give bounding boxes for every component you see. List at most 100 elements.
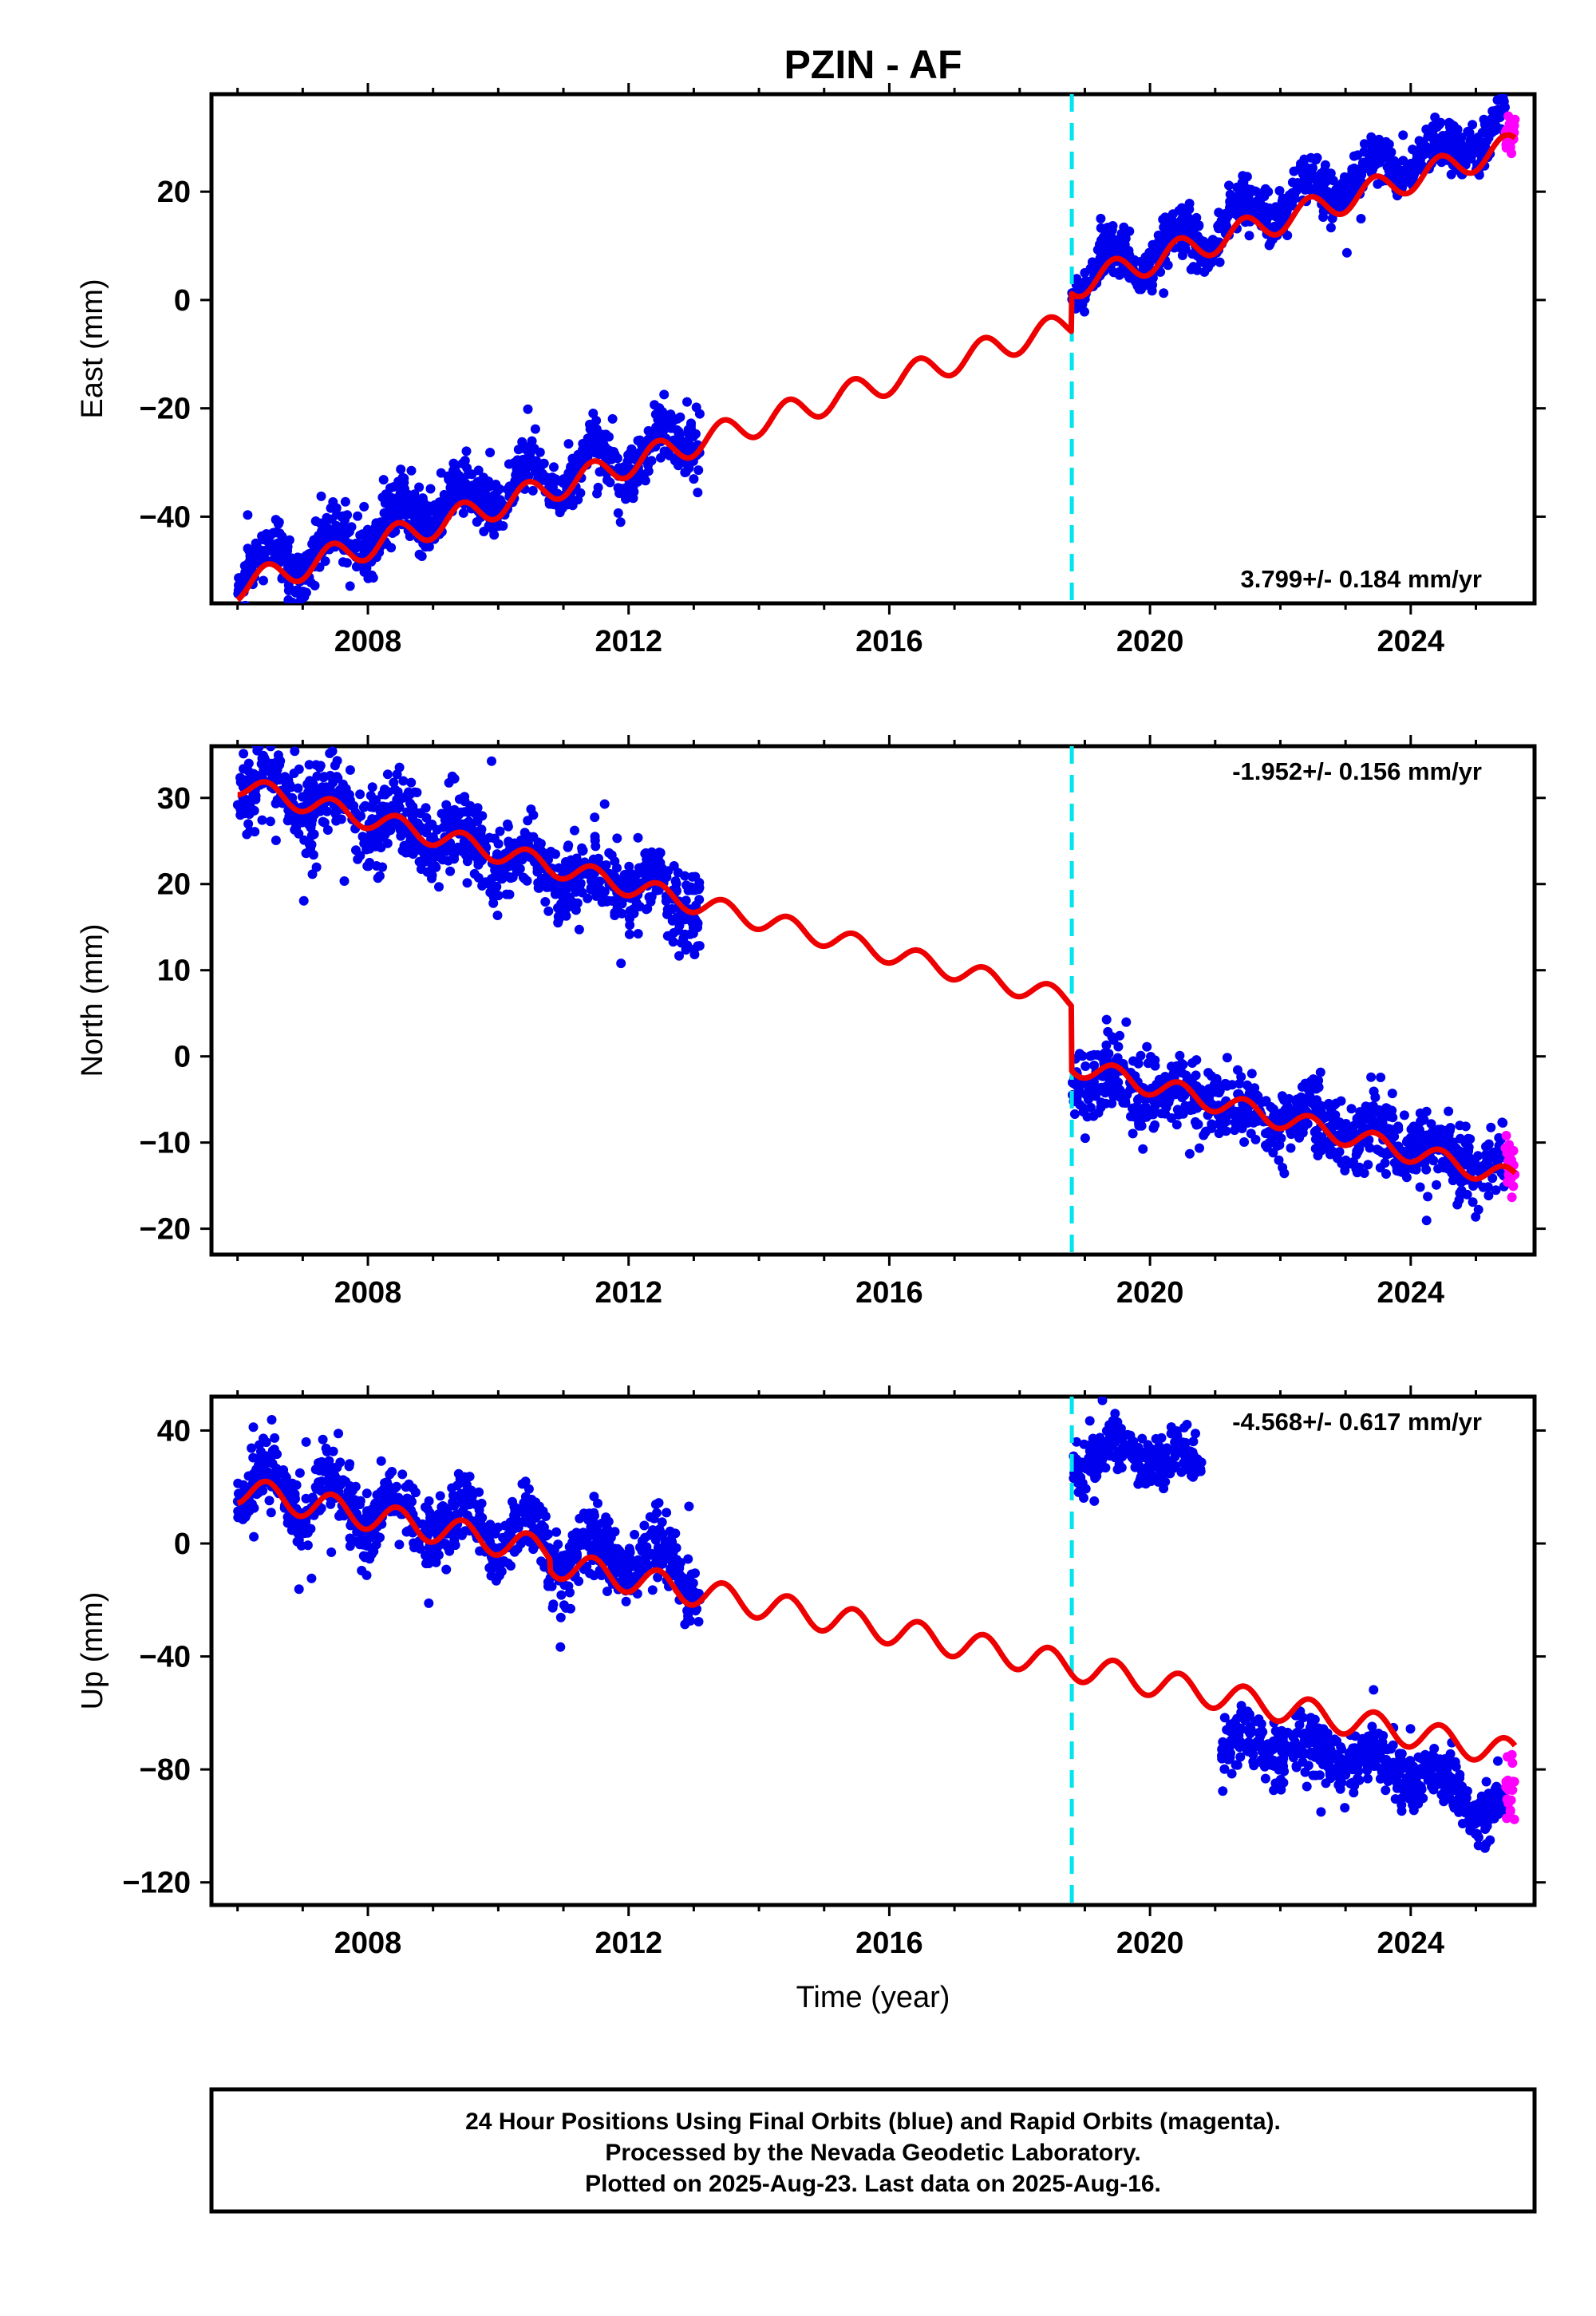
east-data-point <box>1408 144 1418 155</box>
north-data-point <box>1402 1146 1412 1156</box>
north-data-point <box>1144 1106 1155 1117</box>
east-data-point <box>607 413 618 424</box>
east-data-point <box>315 518 326 528</box>
north-data-point <box>325 782 335 792</box>
north-data-point <box>528 832 539 842</box>
north-data-point <box>1462 1148 1472 1159</box>
north-data-point <box>361 844 372 855</box>
east-data-point <box>398 492 409 502</box>
east-data-point <box>1144 247 1155 258</box>
east-data-point <box>591 416 602 425</box>
north-data-point <box>1341 1122 1352 1132</box>
north-data-point <box>332 756 342 766</box>
east-data-point <box>1436 117 1446 128</box>
north-data-point <box>257 753 267 764</box>
east-data-point <box>1483 132 1494 143</box>
north-data-point <box>657 864 667 874</box>
east-data-point <box>398 499 409 509</box>
up-data-point <box>654 1498 664 1508</box>
east-data-point <box>1306 152 1316 163</box>
north-data-point <box>1373 1145 1384 1156</box>
up-data-point <box>528 1544 539 1555</box>
up-data-point <box>564 1542 575 1552</box>
east-data-point <box>1466 134 1476 144</box>
north-data-point <box>1246 1128 1256 1139</box>
north-data-point <box>1377 1118 1388 1128</box>
north-data-point <box>1444 1130 1454 1140</box>
north-data-point <box>232 800 243 810</box>
north-data-point <box>651 885 662 895</box>
north-data-point <box>546 847 556 856</box>
east-data-point <box>424 501 434 512</box>
up-data-point <box>394 1539 405 1550</box>
east-data-point <box>320 556 330 567</box>
north-data-point <box>1486 1122 1496 1132</box>
east-data-point <box>1451 135 1461 145</box>
north-rate-label: -1.952+/- 0.156 mm/yr <box>1232 757 1482 785</box>
up-data-point <box>693 1617 704 1626</box>
north-data-point <box>243 819 254 829</box>
east-data-point <box>1498 94 1508 101</box>
north-data-point <box>1113 1077 1124 1088</box>
north-ticks <box>200 735 1546 1266</box>
north-data-point <box>459 836 469 847</box>
north-data-point <box>318 816 328 827</box>
east-data-point <box>517 437 527 447</box>
north-data-point <box>1154 1077 1164 1088</box>
north-data-point <box>325 770 335 781</box>
up-data-point <box>269 1445 279 1455</box>
north-data-point <box>308 850 318 860</box>
east-data-point <box>518 454 528 464</box>
north-data-point <box>449 854 460 864</box>
east-x-tick-label: 2020 <box>1116 625 1184 658</box>
north-data-point <box>1387 1089 1397 1099</box>
north-data-point <box>617 875 627 885</box>
up-data-point <box>493 1522 504 1532</box>
east-data-point <box>477 483 488 493</box>
north-data-point <box>307 869 318 879</box>
east-data-point <box>563 439 574 449</box>
north-data-point <box>1278 1163 1288 1172</box>
east-data-point <box>1217 219 1227 229</box>
east-data-point <box>548 500 559 509</box>
east-rate-label: 3.799+/- 0.184 mm/yr <box>1241 565 1482 593</box>
east-data-point <box>310 542 321 552</box>
east-data-point <box>384 512 394 523</box>
north-x-tick-label: 2012 <box>595 1276 662 1310</box>
north-data-point <box>1235 1078 1245 1089</box>
north-data-point <box>1195 1143 1204 1153</box>
north-data-point <box>1445 1123 1456 1132</box>
north-data-point <box>429 852 439 862</box>
east-data-point <box>1296 159 1306 169</box>
north-data-point <box>1315 1067 1325 1077</box>
north-data-point <box>289 769 299 778</box>
north-data-point <box>1365 1143 1375 1153</box>
north-data-point <box>286 782 296 792</box>
north-data-point <box>1454 1195 1464 1205</box>
north-data-point <box>294 814 305 824</box>
north-plot-area <box>232 746 1520 1255</box>
east-data-point <box>1359 157 1369 168</box>
east-data-point <box>1356 214 1366 223</box>
up-data-point <box>365 1532 375 1543</box>
east-data-point <box>484 521 494 531</box>
up-data-point <box>287 1478 298 1488</box>
north-data-point <box>334 785 345 795</box>
up-data-point <box>453 1468 464 1479</box>
east-data-point <box>623 450 634 460</box>
east-data-point <box>452 468 462 478</box>
north-data-point <box>1375 1163 1385 1173</box>
north-data-point <box>1329 1112 1340 1122</box>
up-data-point <box>621 1596 631 1607</box>
north-data-point <box>245 826 255 836</box>
north-data-point <box>1500 1143 1511 1153</box>
north-data-point <box>355 789 365 800</box>
east-data-point <box>1398 156 1408 166</box>
north-data-point <box>1259 1097 1270 1107</box>
east-data-point <box>1419 141 1429 152</box>
north-data-point <box>1482 1152 1491 1162</box>
up-data-point <box>310 1464 321 1475</box>
north-data-point <box>1307 1098 1317 1108</box>
north-data-point <box>1233 1065 1242 1075</box>
east-data-point <box>1159 288 1169 298</box>
